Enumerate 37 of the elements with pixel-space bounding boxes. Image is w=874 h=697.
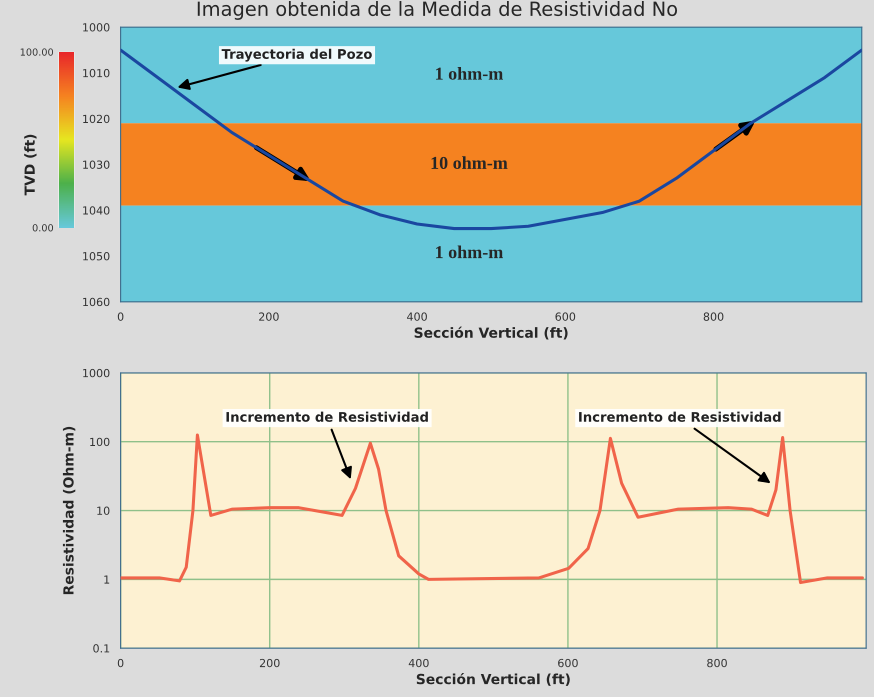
annotation: Trayectoria del Pozo: [222, 48, 372, 62]
line-series: [120, 434, 864, 584]
y-tick-label: 1050: [83, 252, 110, 260]
x-tick-label: 400: [407, 312, 427, 321]
y-tick-label: 1020: [83, 114, 110, 124]
y-tick-label: 1040: [83, 206, 110, 215]
x-tick-label: 0: [118, 312, 124, 321]
x-tick-label: 400: [408, 658, 429, 668]
y-tick-label: 1000: [83, 23, 110, 32]
x-tick-label: 600: [555, 312, 576, 321]
y-tick-label: 10: [97, 506, 110, 515]
x-tick-label: 200: [259, 312, 279, 321]
x-axis-title: Sección Vertical (ft): [416, 672, 570, 686]
x-tick-label: 0: [118, 658, 124, 668]
band-label: 1 ohm-m: [436, 67, 503, 80]
y-tick-label: 0.1: [93, 644, 110, 653]
x-tick-label: 200: [260, 658, 280, 668]
color-bar-label: 0.00: [32, 224, 54, 232]
band-label: 10 ohm-m: [432, 156, 508, 170]
color-bar-label: 100.00: [20, 48, 54, 56]
x-tick-label: 600: [558, 658, 578, 668]
x-tick-label: 800: [707, 658, 727, 668]
y-tick-label: 1010: [83, 68, 110, 78]
line-series: [120, 48, 862, 230]
annotation: Incremento de Resistividad: [226, 412, 428, 422]
x-tick-label: 800: [704, 312, 724, 321]
annotation: Incremento de Resistividad: [579, 412, 780, 422]
y-axis-title: TVD (ft): [24, 134, 37, 196]
y-tick-label: 1060: [83, 298, 110, 306]
chart-title: Imagen obtenida de la Medida de Resistividad No: [198, 1, 678, 20]
y-tick-label: 100: [90, 438, 110, 446]
y-tick-label: 1030: [83, 160, 110, 169]
x-axis-title: Sección Vertical (ft): [414, 326, 568, 340]
y-axis-title: Resistividad (Ohm-m): [62, 426, 76, 594]
band-label: 1 ohm-m: [436, 246, 503, 258]
y-tick-label: 1: [104, 576, 110, 584]
y-tick-label: 1000: [83, 368, 110, 378]
